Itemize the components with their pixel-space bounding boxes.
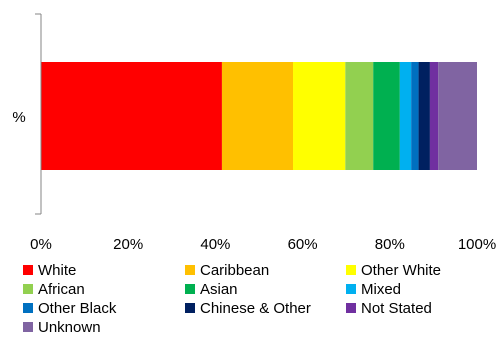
legend-swatch	[23, 284, 33, 294]
legend-item-other-white: Other White	[346, 262, 441, 279]
legend-item-caribbean: Caribbean	[185, 262, 269, 279]
legend-item-other-black: Other Black	[23, 300, 117, 317]
legend-item-chinese-other: Chinese & Other	[185, 300, 311, 317]
legend-label: Unknown	[38, 319, 101, 336]
legend-label: Chinese & Other	[200, 300, 311, 317]
legend-item-white: White	[23, 262, 76, 279]
legend-item-not-stated: Not Stated	[346, 300, 432, 317]
legend-swatch	[23, 303, 33, 313]
legend-swatch	[23, 265, 33, 275]
bar-segment-mixed	[399, 62, 412, 170]
bar-segment-other-white	[293, 62, 346, 170]
legend-swatch	[346, 265, 356, 275]
legend-label: Mixed	[361, 281, 401, 298]
legend-label: Other White	[361, 262, 441, 279]
bar-segment-african	[345, 62, 374, 170]
bar-segment-other-black	[411, 62, 419, 170]
x-axis-ticks: 0% 20% 40% 60% 80% 100%	[30, 236, 496, 253]
x-tick-label: 80%	[375, 236, 405, 253]
legend-swatch	[185, 303, 195, 313]
legend: White Caribbean Other White African Asian Mix…	[23, 262, 441, 336]
category-label: %	[12, 109, 25, 126]
legend-label: Not Stated	[361, 300, 432, 317]
bar-segment-caribbean	[221, 62, 294, 170]
bar-segment-white	[41, 62, 222, 170]
x-tick-label: 40%	[200, 236, 230, 253]
legend-swatch	[185, 284, 195, 294]
bar-segment-not-stated	[429, 62, 439, 170]
axes: %	[12, 13, 42, 215]
x-tick-label: 60%	[288, 236, 318, 253]
x-tick-label: 100%	[458, 236, 496, 253]
x-tick-label: 0%	[30, 236, 52, 253]
legend-label: African	[38, 281, 85, 298]
bar-segment-chinese-other	[418, 62, 430, 170]
legend-label: Other Black	[38, 300, 117, 317]
legend-item-asian: Asian	[185, 281, 238, 298]
bar-segment-asian	[373, 62, 400, 170]
legend-item-african: African	[23, 281, 85, 298]
bar-group	[41, 62, 477, 170]
legend-swatch	[185, 265, 195, 275]
legend-item-mixed: Mixed	[346, 281, 401, 298]
legend-label: Asian	[200, 281, 238, 298]
legend-item-unknown: Unknown	[23, 319, 101, 336]
bar-segment-unknown	[438, 62, 477, 170]
legend-swatch	[346, 303, 356, 313]
legend-label: White	[38, 262, 76, 279]
legend-swatch	[346, 284, 356, 294]
legend-label: Caribbean	[200, 262, 269, 279]
legend-swatch	[23, 322, 33, 332]
x-tick-label: 20%	[113, 236, 143, 253]
